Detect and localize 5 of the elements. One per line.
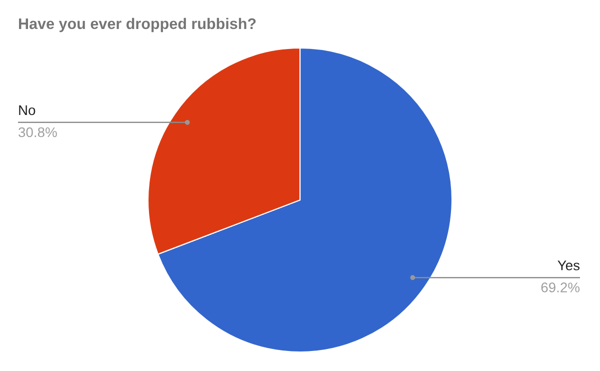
slice-label: No (19, 105, 36, 116)
slice-label: Yes (558, 260, 580, 270)
chart-title: Have you ever dropped rubbish? (19, 18, 256, 32)
data-label: 69.2% (541, 282, 580, 292)
data-label: 30.8% (18, 127, 57, 138)
